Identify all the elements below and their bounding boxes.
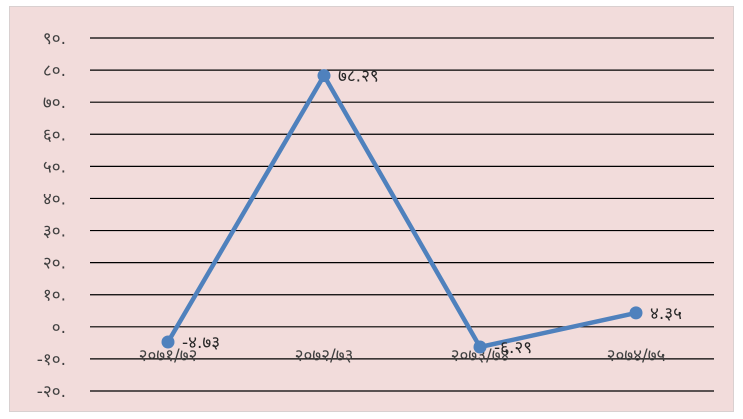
data-point [629, 306, 643, 320]
y-tick-label: -२०. [37, 382, 66, 402]
data-label: ७८.२९ [338, 67, 379, 87]
y-tick-label: ३०. [43, 222, 66, 242]
x-tick-label: २०७२/७३ [295, 346, 354, 366]
y-tick-label: ५०. [43, 157, 66, 177]
y-tick-label: १०. [43, 286, 66, 306]
data-label: -४.७३ [182, 333, 220, 353]
y-tick-label: -१०. [37, 350, 66, 370]
x-tick-label: २०७१/७२ [139, 346, 198, 366]
data-point [317, 69, 331, 83]
y-tick-label: ६०. [43, 125, 66, 145]
data-label: ४.३५ [650, 304, 682, 324]
y-tick-label: २०. [43, 254, 66, 274]
y-tick-label: ९०. [43, 29, 66, 49]
y-tick-label: ७०. [43, 93, 66, 113]
data-label: -६.२९ [494, 338, 532, 358]
chart-background [10, 7, 733, 411]
chart-frame [9, 6, 734, 412]
y-tick-label: ०. [52, 318, 66, 338]
x-tick-label: २०७४/७५ [607, 346, 666, 366]
y-tick-label: ४०. [43, 189, 66, 209]
series-line [165, 73, 639, 350]
y-tick-label: ८०. [43, 61, 66, 81]
data-point [473, 340, 487, 354]
x-tick-label: २०७३/७४ [451, 346, 510, 366]
data-point [161, 335, 175, 349]
